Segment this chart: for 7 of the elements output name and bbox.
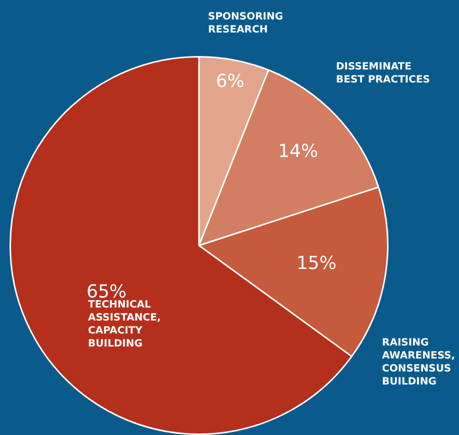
data-label: 15% (296, 252, 336, 274)
slice-label: RAISING AWARENESS, CONSENSUS BUILDING (382, 338, 456, 388)
data-label: 6% (216, 71, 244, 92)
data-label: 14% (278, 141, 318, 162)
slice-label: TECHNICAL ASSISTANCE, CAPACITY BUILDING (88, 300, 161, 350)
slice-label: DISSEMINATE BEST PRACTICES (336, 62, 430, 86)
slice-label: SPONSORING RESEARCH (208, 12, 284, 36)
